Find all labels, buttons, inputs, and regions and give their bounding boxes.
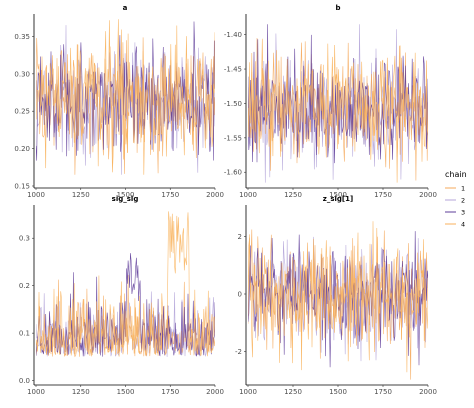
y-tick-label: -1.50 [224,100,242,108]
trace-lines [248,221,428,380]
y-tick-label: -1.45 [224,66,242,74]
panel-1: a 0.15 0.20 0.25 0.30 0.35 1000 1250 1500 1750 200… [14,4,224,199]
legend: chain 1 2 3 4 [445,170,467,229]
y-tick-label: -1.60 [224,169,242,177]
x-tick-label: 1000 [27,191,45,199]
panel-title: a [123,4,128,12]
panel-3: sig_sig 0.0 0.1 0.2 0.3 1000 1250 1500 1750 2000 [19,195,224,396]
panel-4: z_sig[1] -2 0 2 1000 1250 1500 1750 2000 [235,195,437,396]
trace-chain-1 [248,229,428,380]
trace-lines [248,24,428,183]
trace-chain-4 [248,38,428,183]
trace-chain-4 [36,19,215,175]
x-tick-label: 1750 [374,388,392,396]
x-tick-label: 1750 [161,191,179,199]
x-tick-label: 1750 [161,388,179,396]
legend-title: chain [445,170,467,179]
x-tick-label: 1250 [284,388,302,396]
x-tick-label: 1000 [239,388,257,396]
legend-label-1: 1 [461,185,465,193]
x-tick-label: 2000 [206,191,224,199]
y-tick-label: 0.15 [14,183,30,191]
x-tick-label: 1500 [117,388,135,396]
legend-label-2: 2 [461,197,465,205]
panel-title: sig_sig [112,195,139,203]
x-tick-label: 1250 [72,191,90,199]
legend-label-3: 3 [461,209,465,217]
y-tick-label: 0.25 [14,108,30,116]
y-tick-label: 0.1 [19,330,30,338]
y-tick-label: 0.30 [14,70,30,78]
trace-lines [36,19,215,175]
panel-title: b [335,4,340,12]
y-tick-label: 0.0 [19,377,30,385]
trace-chain-4 [36,211,215,357]
x-tick-label: 1500 [329,388,347,396]
legend-label-4: 4 [461,221,465,229]
y-tick-label: 0.2 [19,282,30,290]
y-tick-label: -2 [235,348,242,356]
y-tick-label: 0 [238,291,242,299]
x-tick-label: 1750 [374,191,392,199]
trace-lines [36,211,215,358]
x-tick-label: 1250 [284,191,302,199]
panel-title: z_sig[1] [323,195,353,203]
x-tick-label: 2000 [419,191,437,199]
y-tick-label: 2 [238,233,242,241]
x-tick-label: 1500 [117,191,135,199]
x-tick-label: 2000 [419,388,437,396]
y-tick-label: 0.35 [14,33,30,41]
trace-chain-4 [248,221,428,373]
x-tick-label: 1250 [72,388,90,396]
y-tick-label: 0.3 [19,235,30,243]
x-tick-label: 1000 [239,191,257,199]
x-tick-label: 1000 [27,388,45,396]
y-tick-label: -1.55 [224,134,242,142]
x-tick-label: 2000 [206,388,224,396]
x-tick-label: 1500 [329,191,347,199]
y-tick-label: -1.40 [224,31,242,39]
y-tick-label: 0.20 [14,145,30,153]
panel-2: b -1.60 -1.55 -1.50 -1.45 -1.40 1000 1250 1500 17… [224,4,437,199]
trace-chain-2 [36,25,215,175]
